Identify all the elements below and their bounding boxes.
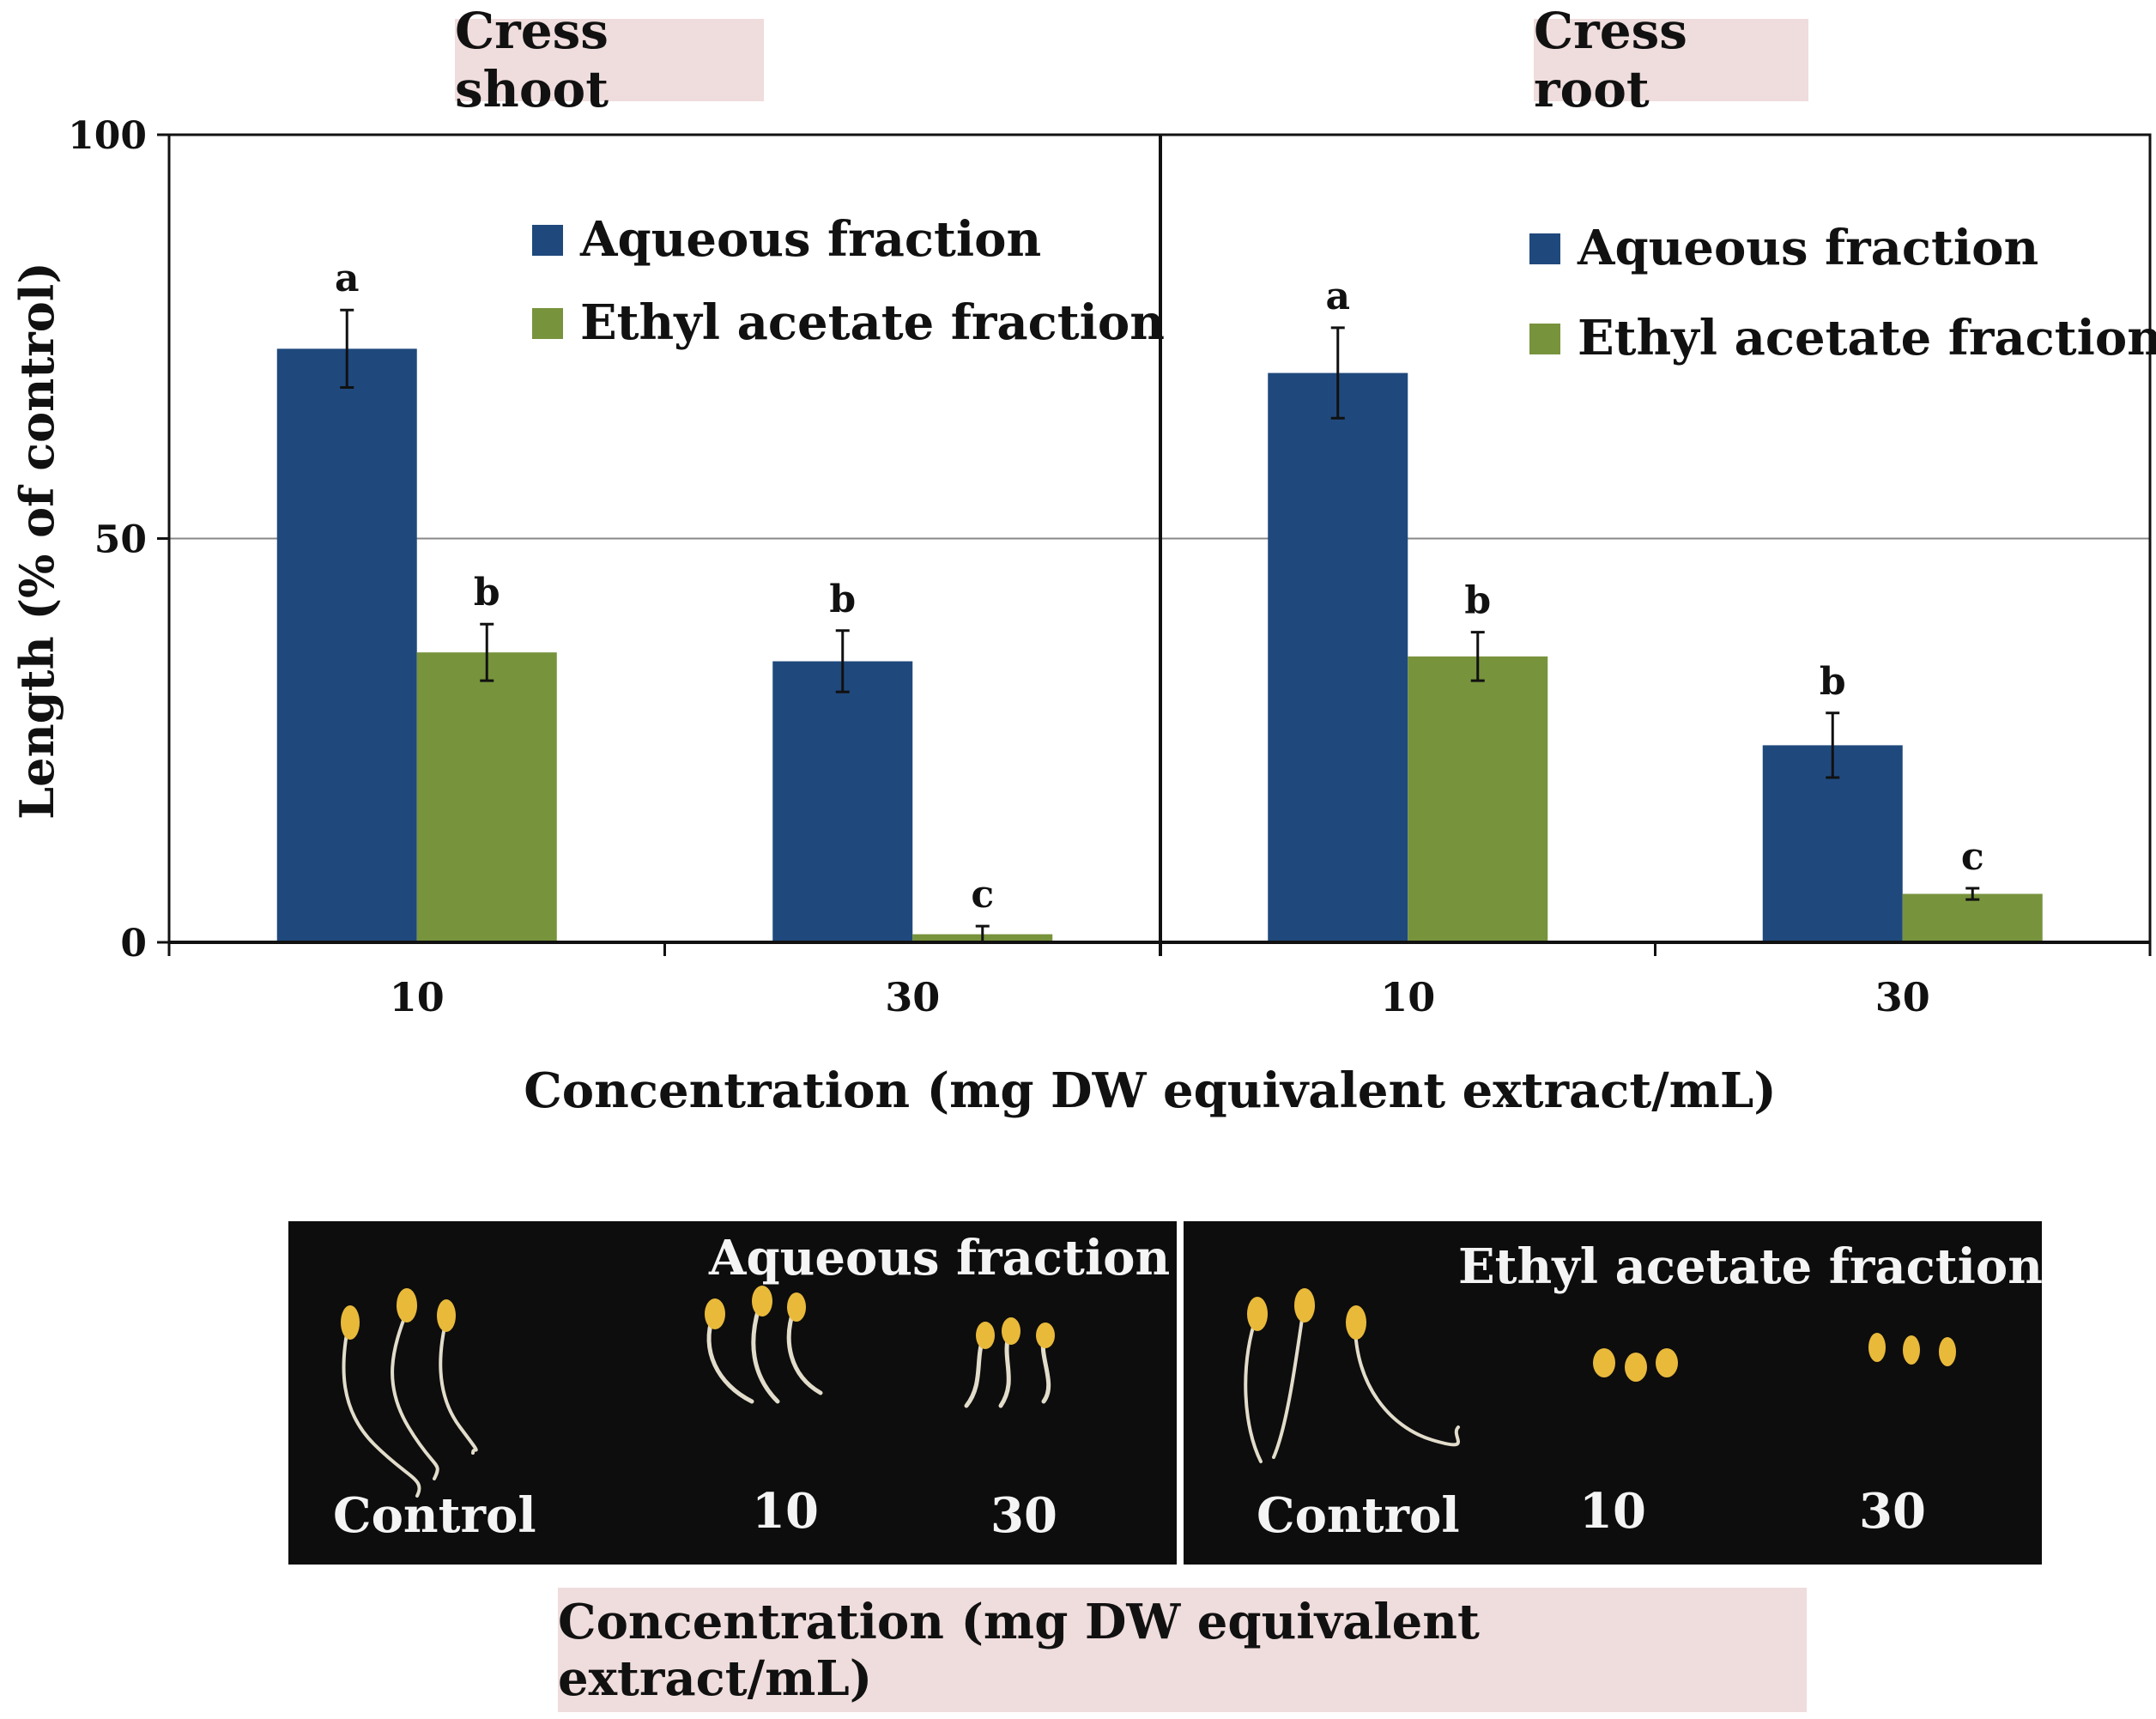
x-axis-label: Concentration (mg DW equivalent extract/… <box>524 1062 1777 1119</box>
seedling-group-control-right <box>1244 1305 1460 1463</box>
photo-label-30-right: 30 <box>1859 1483 1926 1540</box>
seedling-tips-control-right <box>1247 1288 1366 1340</box>
photo-label-10-left: 10 <box>752 1483 819 1540</box>
legend-swatch-0-0 <box>532 225 563 256</box>
significance-letter-1-0-0: a <box>1325 275 1350 318</box>
bar-0-0-1 <box>416 652 557 942</box>
bar-chart: a b b c a b b c 0 50 100 10 30 10 30 Aqueous fraction… <box>9 114 2156 1119</box>
bar-0-0-0 <box>276 348 417 942</box>
photo-label-control-right: Control <box>1257 1487 1460 1544</box>
significance-letter-0-1-1: c <box>971 873 994 917</box>
photo-label-30-left: 30 <box>990 1487 1057 1544</box>
photo-panel-ethyl: Ethyl acetate fraction Control 10 30 <box>1184 1221 2043 1565</box>
photo-caption-text: Concentration (mg DW equivalent extract/… <box>558 1593 1480 1707</box>
seedling-tips-10-right <box>1593 1348 1678 1382</box>
photo-caption: Concentration (mg DW equivalent extract/… <box>558 1588 1807 1712</box>
significance-letter-1-1-1: c <box>1961 835 1984 879</box>
x-tick-label-0-0: 10 <box>390 974 445 1020</box>
photo-header-aqueous: Aqueous fraction <box>709 1230 1171 1286</box>
seedling-tips-10 <box>705 1286 806 1329</box>
significance-letter-0-0-0: a <box>335 257 360 300</box>
y-axis-label: Length (% of control) <box>9 262 64 820</box>
seedling-tips-control <box>341 1288 456 1340</box>
panel-title-shoot: Cress shoot <box>455 2 764 118</box>
axes-layer: 0 50 100 10 30 10 30 <box>68 114 2152 1020</box>
seedlings-aqueous <box>341 1286 1055 1498</box>
legend-swatch-1-0 <box>1529 233 1560 264</box>
panel-title-root-text: Cress root <box>1534 2 1687 118</box>
legend-swatch-0-1 <box>532 308 563 339</box>
seedling-group-control <box>342 1305 478 1498</box>
significance-letter-1-1-0: b <box>1820 660 1846 704</box>
panel-title-root: Cress root <box>1534 2 1808 118</box>
legend-label-0-0: Aqueous fraction <box>579 211 1041 268</box>
significance-letter-0-1-0: b <box>829 578 856 621</box>
y-tick-label-100: 100 <box>68 114 147 158</box>
bar-1-0-1 <box>1408 656 1548 942</box>
bar-1-0-0 <box>1268 372 1408 943</box>
bar-0-1-0 <box>772 661 913 942</box>
significance-letters-layer: a b b c a b b c <box>335 257 1984 917</box>
x-tick-label-0-1: 30 <box>885 974 940 1020</box>
legend-swatch-1-1 <box>1529 324 1560 354</box>
x-tick-label-1-1: 30 <box>1875 974 1930 1020</box>
legend-label-1-0: Aqueous fraction <box>1577 220 2038 276</box>
legend-label-0-1: Ethyl acetate fraction <box>580 294 1165 351</box>
x-tick-label-1-0: 10 <box>1380 974 1435 1020</box>
error-bars-layer <box>340 308 1980 944</box>
legend-label-1-1: Ethyl acetate fraction <box>1578 310 2156 366</box>
y-tick-label-0: 0 <box>120 922 147 965</box>
seedlings-ethyl <box>1244 1288 1956 1463</box>
photo-label-control-left: Control <box>333 1487 536 1544</box>
seedling-tips-30-right <box>1868 1333 1956 1366</box>
seedling-tips-30 <box>976 1317 1055 1349</box>
bar-1-1-1 <box>1902 893 2043 942</box>
photo-panel-aqueous: Aqueous fraction Control 10 30 <box>288 1221 1177 1565</box>
photo-label-10-right: 10 <box>1579 1483 1646 1540</box>
significance-letter-1-0-1: b <box>1464 579 1491 623</box>
significance-letter-0-0-1: b <box>474 571 500 614</box>
seedling-group-10 <box>706 1300 823 1404</box>
legends-layer: Aqueous fraction Ethyl acetate fraction Aq… <box>532 211 2156 366</box>
panel-title-shoot-text: Cress shoot <box>455 2 609 118</box>
y-tick-label-50: 50 <box>94 518 147 562</box>
photo-header-ethyl: Ethyl acetate fraction <box>1458 1238 2043 1295</box>
